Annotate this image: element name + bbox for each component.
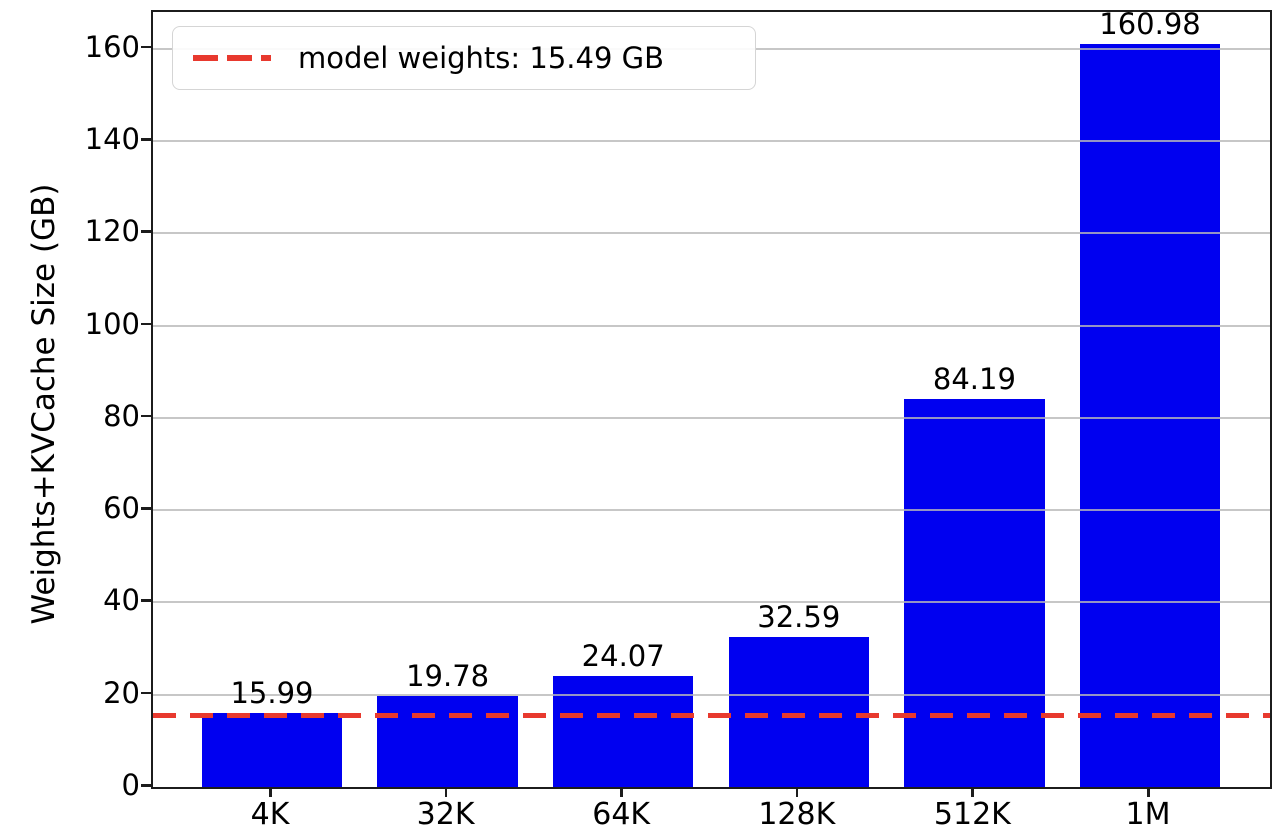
plot-area: 15.99 19.78 24.07 32.59 84.19 160.98 model we… (151, 7, 1272, 789)
bar-128K (728, 636, 870, 787)
y-tick-label-60: 60 (103, 491, 140, 526)
y-tick-mark (141, 138, 151, 141)
x-tick-label-32K: 32K (416, 797, 475, 832)
bar-4K (201, 713, 343, 787)
bar-1M (1079, 44, 1221, 787)
x-tick-label-1M: 1M (1125, 797, 1171, 832)
bar-value-label-128K: 32.59 (757, 599, 841, 634)
bar-value-label-512K: 84.19 (932, 361, 1016, 396)
legend-label: model weights: 15.49 GB (298, 41, 664, 75)
x-tick-label-64K: 64K (592, 797, 651, 832)
x-tick-mark (1147, 787, 1150, 797)
y-tick-mark (141, 230, 151, 233)
y-tick-label-160: 160 (84, 29, 140, 64)
gridline-80 (153, 416, 1270, 419)
x-tick-mark (795, 787, 799, 797)
dashed-line-icon (193, 55, 271, 61)
bar-value-label-4K: 15.99 (230, 676, 314, 711)
x-tick-mark (269, 787, 272, 797)
x-tick-mark (620, 787, 623, 797)
bar-value-label-32K: 19.78 (406, 658, 490, 693)
y-tick-mark (141, 414, 151, 418)
y-tick-mark (141, 322, 151, 326)
y-tick-label-40: 40 (103, 583, 140, 618)
bar-64K (552, 675, 694, 787)
y-tick-mark (141, 507, 151, 510)
y-tick-label-100: 100 (84, 306, 140, 341)
y-tick-label-0: 0 (121, 768, 140, 802)
gridline-100 (153, 324, 1270, 327)
y-tick-label-140: 140 (84, 122, 140, 157)
legend: model weights: 15.49 GB (172, 26, 756, 90)
x-tick-mark (971, 787, 974, 797)
gridline-120 (153, 232, 1270, 235)
y-tick-label-120: 120 (84, 214, 140, 249)
y-tick-mark (141, 45, 151, 49)
bar-512K (904, 398, 1045, 787)
bar-value-label-64K: 24.07 (581, 638, 665, 673)
y-tick-mark (141, 691, 151, 695)
model-weights-reference-line (153, 713, 1270, 719)
x-tick-label-512K: 512K (933, 797, 1011, 832)
gridline-40 (153, 601, 1270, 604)
gridline-60 (153, 509, 1270, 512)
y-tick-label-20: 20 (103, 675, 140, 710)
bar-32K (377, 695, 518, 787)
x-tick-label-128K: 128K (758, 797, 836, 832)
y-tick-label-80: 80 (103, 398, 140, 433)
x-tick-label-4K: 4K (250, 797, 290, 832)
gridline-20 (153, 693, 1270, 696)
y-tick-mark (141, 784, 151, 787)
y-tick-mark (141, 599, 151, 602)
bar-value-label-1M: 160.98 (1099, 7, 1201, 42)
x-tick-mark (444, 787, 448, 797)
gridline-140 (153, 140, 1270, 143)
